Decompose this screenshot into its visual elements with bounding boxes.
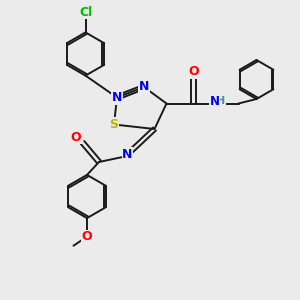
- Text: H: H: [216, 96, 225, 106]
- Text: O: O: [82, 230, 92, 243]
- Text: O: O: [188, 65, 199, 78]
- Text: N: N: [139, 80, 149, 94]
- Text: O: O: [70, 130, 81, 144]
- Text: Cl: Cl: [79, 5, 92, 19]
- Text: N: N: [209, 94, 220, 108]
- Text: N: N: [122, 148, 133, 161]
- Text: N: N: [112, 91, 122, 104]
- Text: S: S: [110, 118, 118, 131]
